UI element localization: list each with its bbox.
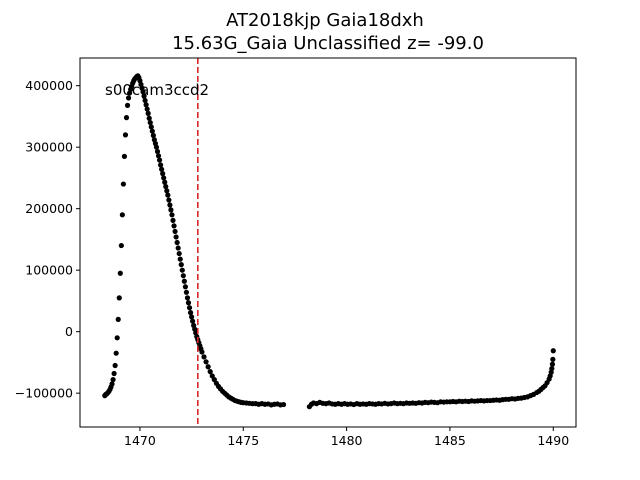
plot-frame bbox=[79, 57, 577, 428]
data-point bbox=[119, 212, 125, 218]
data-point bbox=[159, 166, 165, 172]
data-point bbox=[207, 369, 213, 375]
data-point bbox=[185, 300, 192, 306]
data-point bbox=[179, 267, 185, 273]
data-point bbox=[201, 354, 207, 360]
data-point bbox=[144, 106, 150, 112]
data-point bbox=[122, 132, 129, 138]
data-point bbox=[118, 242, 124, 249]
x-axis-ticks: 1470 1475 1480 1485 1490 bbox=[124, 427, 569, 448]
data-point bbox=[143, 102, 149, 108]
data-point bbox=[161, 175, 167, 181]
data-point bbox=[550, 356, 556, 362]
chart-title-line2: 15.63G_Gaia Unclassified z= -99.0 bbox=[172, 33, 484, 54]
data-point bbox=[203, 359, 209, 365]
y-tick-label: 0 bbox=[65, 324, 73, 339]
data-point bbox=[549, 365, 555, 372]
data-point bbox=[549, 361, 556, 367]
data-point bbox=[156, 157, 163, 163]
data-point bbox=[112, 362, 118, 369]
data-point bbox=[168, 207, 174, 213]
data-point bbox=[163, 183, 169, 190]
data-point bbox=[113, 350, 119, 356]
data-point bbox=[173, 234, 179, 240]
data-point bbox=[199, 349, 205, 355]
data-point bbox=[116, 295, 122, 301]
data-point bbox=[110, 377, 116, 383]
data-point bbox=[164, 188, 170, 194]
data-point bbox=[169, 212, 175, 218]
data-point bbox=[175, 245, 181, 251]
data-point bbox=[190, 318, 196, 324]
data-point bbox=[147, 119, 153, 126]
data-point bbox=[167, 202, 173, 208]
data-point bbox=[176, 250, 182, 257]
data-point bbox=[205, 364, 211, 370]
data-point bbox=[150, 132, 156, 139]
data-point bbox=[125, 95, 132, 101]
data-point bbox=[153, 144, 160, 150]
data-point bbox=[170, 217, 176, 223]
data-point bbox=[178, 262, 184, 268]
data-point bbox=[174, 239, 180, 246]
data-point bbox=[182, 284, 188, 290]
data-point bbox=[149, 128, 155, 134]
data-point bbox=[121, 153, 128, 159]
data-point bbox=[189, 314, 195, 320]
y-tick-label: 200000 bbox=[25, 201, 73, 216]
data-point bbox=[120, 181, 126, 187]
x-tick-label: 1480 bbox=[331, 433, 363, 448]
data-point bbox=[111, 370, 117, 377]
data-point bbox=[140, 89, 146, 95]
data-point bbox=[171, 223, 177, 229]
data-point bbox=[166, 197, 172, 203]
data-point bbox=[155, 153, 162, 159]
data-point bbox=[109, 381, 115, 387]
data-point bbox=[142, 97, 148, 104]
data-point bbox=[146, 115, 152, 121]
data-point bbox=[123, 115, 130, 121]
data-point bbox=[148, 124, 154, 130]
data-point bbox=[184, 295, 191, 301]
y-tick-label: 100000 bbox=[25, 263, 73, 278]
y-tick-label: 400000 bbox=[25, 78, 73, 93]
data-point bbox=[183, 289, 190, 295]
x-tick-label: 1485 bbox=[434, 433, 466, 448]
data-point bbox=[124, 102, 131, 108]
data-point bbox=[550, 348, 556, 354]
chart-title-line1: AT2018kjp Gaia18dxh bbox=[226, 10, 424, 31]
data-point bbox=[162, 179, 168, 185]
data-point bbox=[181, 278, 187, 284]
y-tick-label: 300000 bbox=[25, 140, 73, 155]
data-point bbox=[114, 335, 120, 341]
data-point bbox=[165, 192, 171, 198]
data-point bbox=[187, 310, 194, 316]
data-point bbox=[172, 228, 178, 235]
data-point bbox=[115, 316, 121, 322]
data-points bbox=[102, 73, 556, 410]
ccd-annotation: s00cam3ccd2 bbox=[105, 81, 209, 99]
data-point bbox=[141, 93, 147, 99]
y-axis-ticks: −100000 0 100000 200000 300000 400000 bbox=[15, 78, 80, 401]
data-point bbox=[280, 401, 287, 408]
data-point bbox=[117, 270, 123, 276]
data-point bbox=[180, 273, 186, 279]
x-tick-label: 1470 bbox=[124, 433, 156, 448]
y-tick-label: −100000 bbox=[15, 386, 73, 401]
data-point bbox=[160, 171, 166, 177]
data-point bbox=[186, 305, 193, 311]
x-tick-label: 1475 bbox=[227, 433, 259, 448]
data-point bbox=[177, 256, 183, 262]
data-point bbox=[145, 110, 151, 116]
data-point bbox=[154, 148, 161, 155]
data-point bbox=[158, 162, 164, 168]
x-tick-label: 1490 bbox=[537, 433, 569, 448]
